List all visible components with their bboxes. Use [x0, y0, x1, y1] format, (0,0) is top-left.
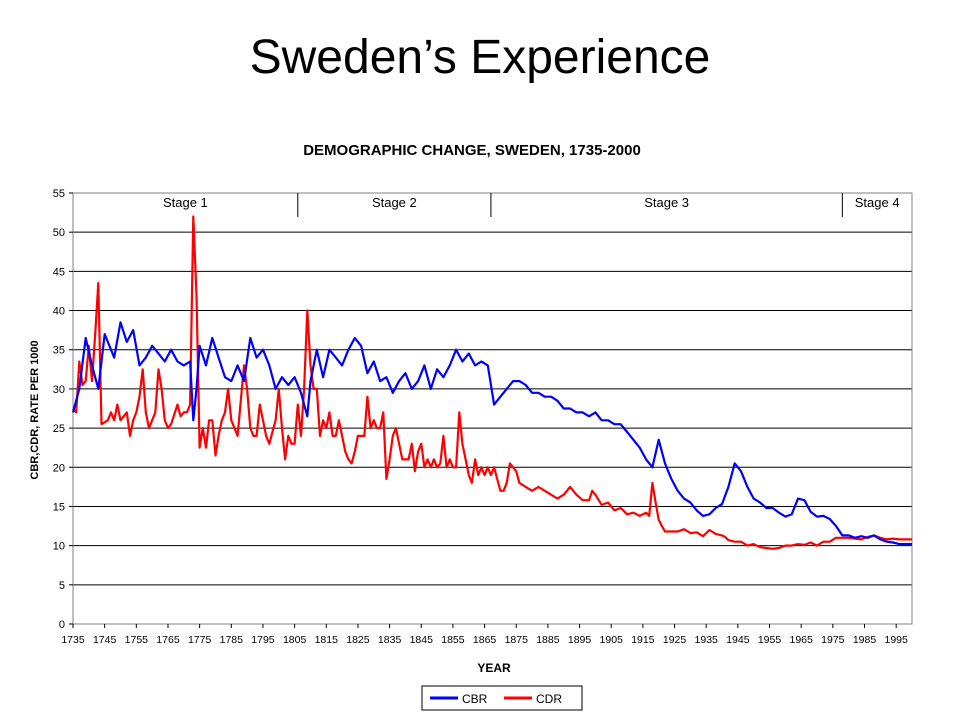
stage-label: Stage 3: [644, 195, 689, 210]
x-tick-label: 1835: [378, 634, 402, 646]
y-tick-label: 45: [53, 266, 65, 278]
x-tick-label: 1785: [220, 634, 244, 646]
x-tick-label: 1815: [315, 634, 339, 646]
y-tick-label: 10: [53, 541, 65, 553]
y-tick-label: 0: [59, 619, 65, 631]
x-tick-label: 1885: [536, 634, 560, 646]
stage-bands: Stage 1 Stage 2 Stage 3 Stage 4: [163, 193, 900, 217]
x-tick-label: 1935: [695, 634, 719, 646]
legend-label-cbr: CBR: [462, 692, 488, 706]
x-tick-label: 1775: [188, 634, 212, 646]
x-axis-label: YEAR: [477, 661, 511, 675]
slide-title: Sweden’s Experience: [249, 31, 711, 84]
y-axis-ticks: 0 5 10 15 20 25 30 35 40 45 50 55: [53, 188, 73, 631]
series-lines: [71, 215, 912, 550]
x-tick-label: 1745: [93, 634, 117, 646]
x-tick-label: 1965: [790, 634, 814, 646]
x-tick-label: 1845: [410, 634, 434, 646]
stage-label: Stage 2: [372, 195, 417, 210]
y-tick-label: 40: [53, 306, 65, 318]
y-tick-label: 5: [59, 580, 65, 592]
x-tick-label: 1945: [726, 634, 750, 646]
x-tick-label: 1825: [346, 634, 370, 646]
stage-label: Stage 1: [163, 195, 208, 210]
y-axis-label: CBR,CDR, RATE PER 1000: [29, 340, 41, 479]
y-tick-label: 55: [53, 188, 65, 200]
series-line-cbr: [71, 321, 912, 546]
x-tick-label: 1795: [251, 634, 275, 646]
y-tick-label: 50: [53, 227, 65, 239]
x-tick-label: 1985: [853, 634, 877, 646]
x-tick-label: 1925: [663, 634, 687, 646]
y-tick-label: 20: [53, 462, 65, 474]
y-tick-label: 35: [53, 345, 65, 357]
x-tick-label: 1975: [821, 634, 845, 646]
y-tick-label: 15: [53, 501, 65, 513]
x-tick-label: 1995: [884, 634, 908, 646]
chart-title: DEMOGRAPHIC CHANGE, SWEDEN, 1735-2000: [303, 142, 641, 159]
x-tick-label: 1855: [441, 634, 465, 646]
y-tick-label: 30: [53, 384, 65, 396]
stage-label: Stage 4: [855, 195, 900, 210]
x-tick-label: 1765: [156, 634, 180, 646]
x-tick-label: 1865: [473, 634, 497, 646]
series-line-cdr: [72, 215, 912, 550]
x-axis-ticks: 1735 1745 1755 1765 1775 1785 1795 1805 1815 1825…: [61, 624, 908, 646]
x-tick-label: 1895: [568, 634, 592, 646]
legend: CBR CDR: [421, 685, 583, 711]
x-tick-label: 1915: [631, 634, 655, 646]
y-tick-label: 25: [53, 423, 65, 435]
x-tick-label: 1735: [61, 634, 85, 646]
x-tick-label: 1755: [125, 634, 149, 646]
legend-label-cdr: CDR: [536, 692, 562, 706]
x-tick-label: 1805: [283, 634, 307, 646]
x-tick-label: 1905: [600, 634, 624, 646]
x-tick-label: 1875: [505, 634, 529, 646]
x-tick-label: 1955: [758, 634, 782, 646]
